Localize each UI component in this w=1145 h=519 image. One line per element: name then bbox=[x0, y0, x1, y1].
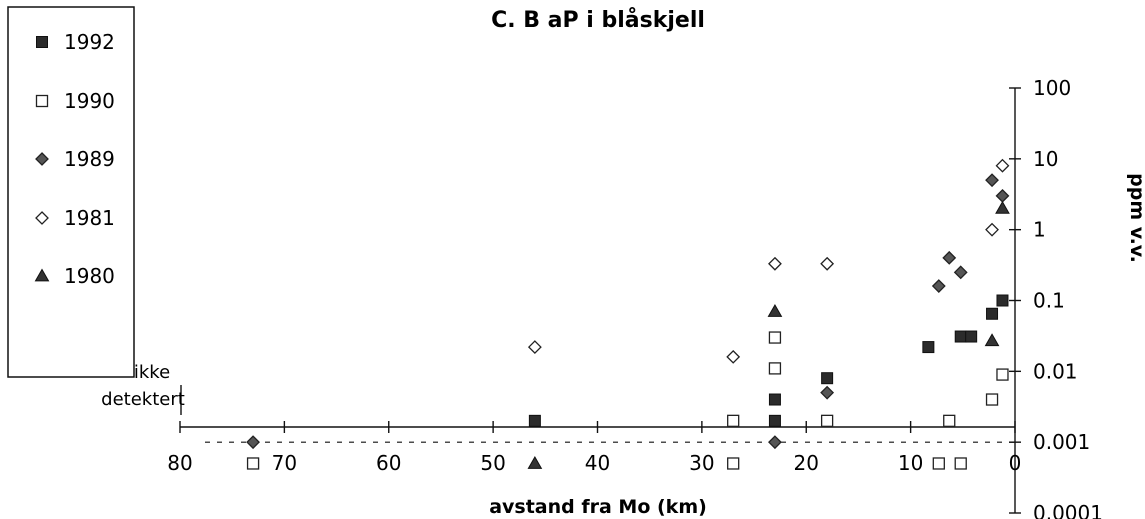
y-tick-label: 0.001 bbox=[1033, 430, 1090, 454]
x-tick-label: 70 bbox=[272, 451, 297, 475]
data-point-1992 bbox=[922, 341, 935, 354]
legend-label-1992: 1992 bbox=[64, 30, 115, 54]
y-tick-label: 100 bbox=[1033, 76, 1071, 100]
data-point-1989 bbox=[942, 250, 957, 265]
data-point-1981 bbox=[527, 340, 542, 354]
data-point-1989 bbox=[985, 173, 999, 188]
x-tick-label: 10 bbox=[898, 451, 923, 475]
data-point-1989 bbox=[995, 188, 1010, 203]
legend-label-1981: 1981 bbox=[64, 206, 115, 230]
data-point-1981 bbox=[985, 222, 999, 237]
data-point-1980 bbox=[527, 455, 543, 469]
legend-marker-1990 bbox=[35, 94, 49, 108]
legend-label-1990: 1990 bbox=[64, 89, 115, 113]
legend-marker-1981 bbox=[35, 211, 49, 225]
data-point-1989 bbox=[820, 385, 835, 400]
data-point-1990 bbox=[954, 457, 967, 470]
points-layer bbox=[246, 158, 1010, 470]
legend-marker-1992 bbox=[36, 36, 48, 48]
data-point-1981 bbox=[726, 349, 741, 364]
chart-title: C. B aP i blåskjell bbox=[491, 7, 705, 33]
data-point-1992 bbox=[768, 414, 781, 427]
data-point-1992 bbox=[986, 307, 999, 320]
y-tick-label: 1 bbox=[1033, 218, 1046, 242]
y-tick-label: 0.01 bbox=[1033, 359, 1078, 383]
not-detected-label-line1: ikke bbox=[134, 362, 170, 383]
x-tick-label: 50 bbox=[480, 451, 505, 475]
x-tick-label: 30 bbox=[689, 451, 714, 475]
data-point-1990 bbox=[932, 457, 945, 470]
data-point-1992 bbox=[528, 414, 541, 427]
data-point-1990 bbox=[820, 414, 834, 427]
legend-label-1980: 1980 bbox=[64, 264, 115, 288]
data-point-1989 bbox=[953, 265, 968, 280]
legend-layer: 1992 1990 1989 1981 1980 bbox=[7, 6, 135, 378]
y-tick-label: 0.0001 bbox=[1033, 501, 1103, 519]
data-point-1990 bbox=[996, 368, 1009, 381]
legend-marker-1989 bbox=[35, 152, 49, 166]
data-point-1981 bbox=[820, 256, 835, 271]
data-point-1989 bbox=[246, 435, 260, 450]
data-point-1990 bbox=[768, 331, 782, 344]
data-point-1990 bbox=[727, 457, 740, 470]
y-axis-title: ppm v.v. bbox=[1126, 173, 1145, 263]
legend-marker-1980 bbox=[34, 268, 50, 282]
data-point-1992 bbox=[768, 393, 781, 406]
data-point-1990 bbox=[985, 393, 999, 406]
x-axis-title: avstand fra Mo (km) bbox=[489, 496, 707, 518]
legend-box bbox=[7, 6, 135, 378]
data-point-1980 bbox=[767, 303, 783, 317]
data-point-1981 bbox=[768, 256, 782, 271]
axes-layer bbox=[179, 87, 1021, 514]
not-detected-label-line2: detektert bbox=[101, 389, 185, 410]
x-tick-label: 80 bbox=[167, 451, 192, 475]
x-tick-label: 40 bbox=[585, 451, 610, 475]
data-point-1980 bbox=[995, 200, 1010, 214]
x-tick-label: 20 bbox=[794, 451, 819, 475]
data-point-1981 bbox=[995, 158, 1010, 173]
data-point-1992 bbox=[996, 294, 1009, 307]
x-tick-label: 0 bbox=[1009, 451, 1022, 475]
data-point-1980 bbox=[984, 333, 1000, 347]
legend-label-1989: 1989 bbox=[64, 147, 115, 171]
data-point-1990 bbox=[768, 362, 782, 375]
data-point-1990 bbox=[727, 414, 740, 427]
y-tick-label: 10 bbox=[1033, 147, 1058, 171]
data-point-1990 bbox=[246, 457, 260, 470]
data-point-1992 bbox=[954, 330, 967, 343]
data-point-1989 bbox=[931, 279, 946, 293]
data-point-1989 bbox=[768, 435, 782, 450]
y-tick-label: 0.1 bbox=[1033, 289, 1065, 313]
data-point-1990 bbox=[943, 414, 956, 427]
x-tick-label: 60 bbox=[376, 451, 401, 475]
data-point-1992 bbox=[965, 330, 978, 343]
data-point-1992 bbox=[821, 372, 834, 385]
